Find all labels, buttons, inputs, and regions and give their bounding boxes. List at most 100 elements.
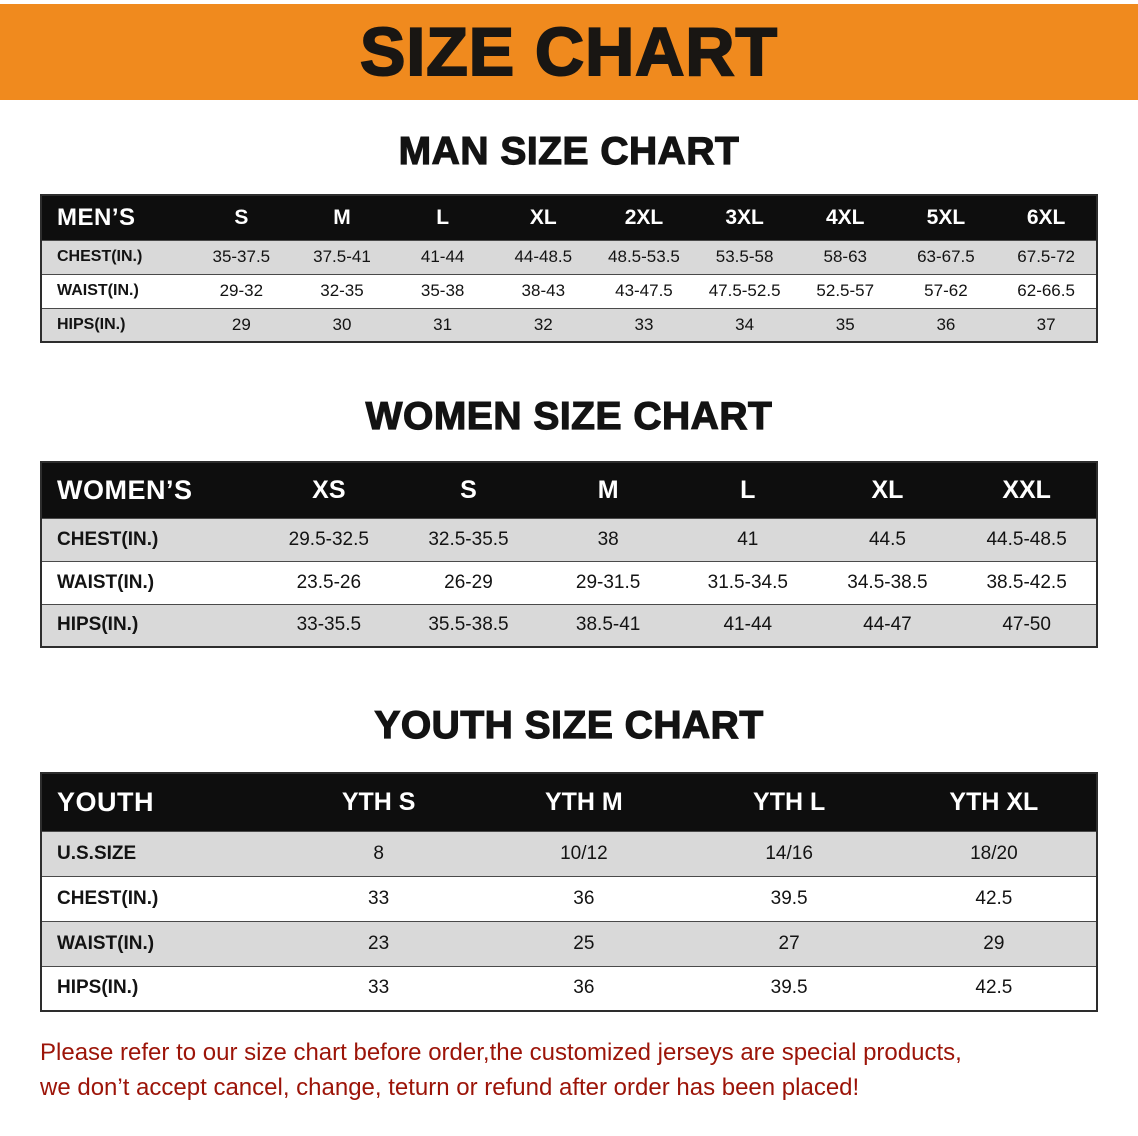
size-table-row: U.S.SIZE 8 10/12 14/16 18/20: [41, 831, 1097, 876]
table-cell: 38.5-41: [575, 614, 641, 636]
table-cell: 38.5-42.5: [986, 571, 1067, 593]
women-section-heading: WOMEN SIZE CHART: [365, 394, 773, 438]
row-label: HIPS(IN.): [57, 614, 139, 636]
table-cell: 36: [936, 314, 956, 334]
size-table-row: CHEST(IN.) 29.5-32.5 32.5-35.5 38 41 44.5 44.5…: [41, 518, 1097, 561]
table-cell: 32: [533, 314, 553, 334]
table-cell: 23: [368, 932, 390, 954]
column-header: M: [597, 475, 619, 504]
column-header: YTH L: [753, 787, 826, 816]
table-cell: 53.5-58: [715, 247, 774, 266]
page-title: SIZE CHART: [359, 13, 778, 91]
column-header: 2XL: [624, 205, 664, 229]
column-header: XL: [871, 475, 904, 504]
table-cell: 34: [735, 314, 755, 334]
table-cell: 31: [433, 314, 453, 334]
column-header: L: [740, 475, 756, 504]
size-chart-page: SIZE CHART MAN SIZE CHART MEN’S S M L XL 2XL 3…: [0, 4, 1138, 1106]
table-cell: 25: [573, 932, 595, 954]
table-cell: 33: [368, 977, 390, 999]
table-cell: 67.5-72: [1017, 247, 1075, 266]
size-table-row: WAIST(IN.) 29-32 32-35 35-38 38-43 43-47.5 47.…: [41, 274, 1097, 308]
table-cell: 8: [373, 842, 384, 864]
column-header: 6XL: [1026, 205, 1066, 229]
row-label: CHEST(IN.): [57, 887, 159, 909]
table-cell: 41-44: [723, 614, 773, 636]
size-table-header-row: WOMEN’S XS S M L XL XXL: [41, 462, 1097, 518]
table-cell: 33-35.5: [296, 614, 362, 636]
table-cell: 47-50: [1002, 614, 1051, 636]
table-cell: 29-31.5: [575, 571, 641, 593]
table-cell: 35-37.5: [212, 247, 271, 266]
youth-section: YOUTH SIZE CHART YOUTH YTH S YTH M YTH L YTH…: [0, 703, 1138, 1012]
table-cell: 37.5-41: [313, 247, 371, 266]
men-section: MAN SIZE CHART MEN’S S M L XL 2XL 3XL 4XL 5XL 6XL…: [0, 129, 1138, 343]
row-label: WAIST(IN.): [57, 282, 139, 299]
women-section: WOMEN SIZE CHART WOMEN’S XS S M L XL XXL CHEST(…: [0, 394, 1138, 648]
column-header: XXL: [1002, 475, 1051, 504]
table-cell: 33: [634, 314, 654, 334]
notice-line-2: we don’t accept cancel, change, teturn o…: [40, 1073, 860, 1101]
table-cell: 32-35: [320, 281, 364, 300]
column-header: XS: [312, 475, 346, 504]
table-cell: 63-67.5: [917, 247, 975, 266]
column-header: XL: [529, 205, 557, 229]
table-cell: 14/16: [765, 842, 813, 864]
table-cell: 31.5-34.5: [707, 571, 788, 593]
table-cell: 38-43: [521, 281, 566, 300]
column-header: S: [234, 205, 249, 229]
column-header: 3XL: [725, 205, 764, 229]
table-cell: 62-66.5: [1017, 281, 1075, 300]
column-header: 5XL: [926, 205, 966, 229]
table-cell: 29-32: [219, 281, 264, 300]
size-table-row: HIPS(IN.) 33 36 39.5 42.5: [41, 966, 1097, 1011]
table-cell: 29.5-32.5: [288, 528, 369, 550]
table-cell: 36: [573, 977, 595, 999]
table-cell: 52.5-57: [816, 281, 875, 300]
table-cell: 32.5-35.5: [428, 528, 509, 550]
column-header: YTH M: [544, 787, 623, 816]
table-cell: 26-29: [444, 571, 493, 593]
table-cell: 38: [597, 528, 619, 550]
table-cell: 48.5-53.5: [608, 247, 680, 266]
table-title-cell: MEN’S: [57, 203, 136, 231]
size-table-header-row: YOUTH YTH S YTH M YTH L YTH XL: [41, 773, 1097, 831]
size-table-row: HIPS(IN.) 29 30 31 32 33 34 35 36 37: [41, 308, 1097, 342]
size-table-row: HIPS(IN.) 33-35.5 35.5-38.5 38.5-41 41-44 44-…: [41, 604, 1097, 647]
size-table-row: WAIST(IN.) 23.5-26 26-29 29-31.5 31.5-34.5 34…: [41, 561, 1097, 604]
table-cell: 41: [737, 528, 759, 550]
table-cell: 23.5-26: [296, 571, 362, 593]
table-cell: 44-47: [863, 614, 912, 636]
column-header: YTH S: [341, 787, 416, 816]
table-title-cell: WOMEN’S: [57, 474, 193, 505]
table-cell: 39.5: [770, 977, 808, 999]
table-cell: 39.5: [770, 887, 808, 909]
size-table-row: CHEST(IN.) 35-37.5 37.5-41 41-44 44-48.5 48.5…: [41, 240, 1097, 274]
table-cell: 33: [368, 887, 390, 909]
men-section-heading: MAN SIZE CHART: [398, 129, 740, 173]
row-label: HIPS(IN.): [57, 315, 126, 333]
row-label: HIPS(IN.): [57, 977, 139, 999]
table-title-cell: YOUTH: [57, 786, 154, 817]
column-header: S: [460, 475, 477, 504]
table-cell: 29: [231, 314, 251, 334]
column-header: 4XL: [826, 205, 865, 229]
table-cell: 44.5: [868, 528, 906, 550]
table-cell: 57-62: [924, 281, 968, 300]
banner: SIZE CHART: [0, 4, 1138, 100]
table-cell: 18/20: [970, 842, 1018, 864]
table-cell: 43-47.5: [615, 281, 673, 300]
table-cell: 27: [778, 932, 800, 954]
row-label: WAIST(IN.): [57, 932, 155, 954]
table-cell: 35: [835, 314, 855, 334]
table-cell: 42.5: [975, 887, 1013, 909]
table-cell: 30: [332, 314, 352, 334]
row-label: CHEST(IN.): [57, 528, 159, 550]
row-label: U.S.SIZE: [57, 842, 137, 864]
table-cell: 58-63: [823, 247, 867, 266]
table-cell: 42.5: [975, 977, 1013, 999]
column-header: M: [333, 205, 351, 229]
table-cell: 44-48.5: [514, 247, 573, 266]
men-size-table: MEN’S S M L XL 2XL 3XL 4XL 5XL 6XL CHEST(IN.) 35-37…: [40, 194, 1098, 343]
size-table-row: WAIST(IN.) 23 25 27 29: [41, 921, 1097, 966]
